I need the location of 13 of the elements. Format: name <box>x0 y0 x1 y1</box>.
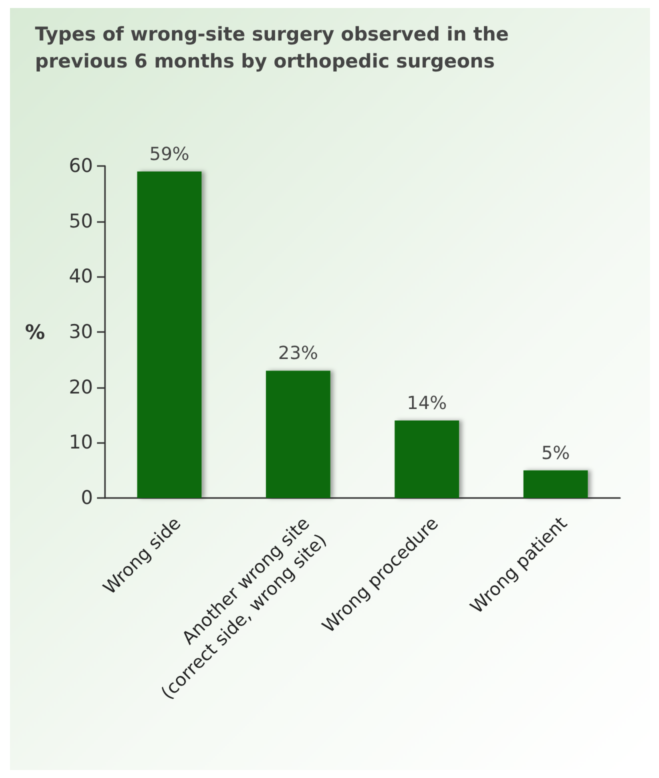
y-tick-label: 10 <box>68 432 93 454</box>
data-label: 23% <box>278 343 318 364</box>
y-tick-label: 0 <box>80 487 93 509</box>
data-label: 14% <box>406 393 447 414</box>
y-tick-label: 40 <box>68 266 93 288</box>
y-tick-label: 50 <box>68 210 93 232</box>
y-axis-title: % <box>24 320 45 344</box>
data-label: 5% <box>541 442 570 464</box>
chart-title: Types of wrong-site surgery observed in the previous 6 months by orthopedic surgeons <box>35 24 516 72</box>
data-label: 59% <box>149 144 190 166</box>
y-tick-label: 60 <box>68 155 93 177</box>
y-tick-label: 30 <box>68 321 93 343</box>
y-tick-label: 20 <box>68 376 93 398</box>
